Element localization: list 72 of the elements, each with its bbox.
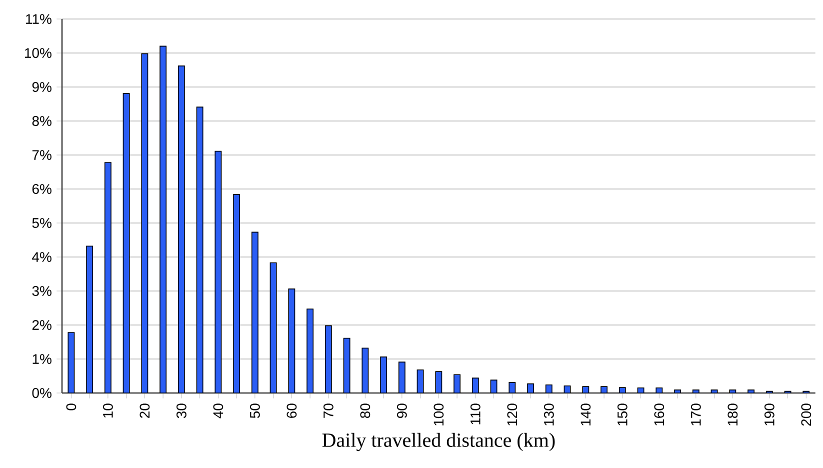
y-tick-label: 5% bbox=[32, 218, 52, 228]
y-tick-label: 1% bbox=[32, 354, 52, 364]
x-tick-label: 160 bbox=[654, 404, 664, 426]
bar bbox=[306, 308, 314, 393]
bar bbox=[324, 325, 332, 393]
bar bbox=[178, 66, 185, 393]
bar bbox=[637, 388, 644, 393]
x-tick-label: 40 bbox=[213, 404, 224, 418]
bar bbox=[86, 246, 94, 393]
bar bbox=[564, 385, 571, 393]
x-tick-label: 20 bbox=[140, 404, 150, 418]
bar bbox=[398, 362, 406, 393]
y-tick-label: 2% bbox=[32, 320, 52, 330]
y-tick-label: 10% bbox=[25, 48, 52, 58]
x-tick-label: 120 bbox=[507, 404, 518, 426]
x-tick-label: 50 bbox=[250, 404, 260, 418]
x-tick-label: 180 bbox=[728, 404, 738, 426]
bar bbox=[490, 380, 498, 393]
bar bbox=[748, 390, 754, 393]
y-tick-label: 7% bbox=[32, 150, 52, 160]
bar bbox=[472, 378, 479, 393]
bar bbox=[362, 348, 369, 393]
bar bbox=[160, 46, 167, 393]
x-tick-label: 190 bbox=[764, 404, 774, 426]
bar bbox=[600, 386, 608, 393]
y-tick-label: 11% bbox=[26, 14, 52, 24]
bar bbox=[104, 162, 112, 393]
bar bbox=[141, 53, 148, 393]
y-tick-label: 3% bbox=[32, 286, 52, 296]
bar bbox=[508, 382, 516, 393]
bar bbox=[288, 288, 296, 393]
bar bbox=[233, 194, 240, 393]
x-tick-label: 30 bbox=[176, 404, 186, 418]
bar bbox=[582, 386, 590, 393]
bar bbox=[545, 384, 552, 393]
bar bbox=[527, 383, 534, 393]
x-tick-label: 100 bbox=[434, 404, 444, 426]
x-tick-label: 110 bbox=[470, 404, 480, 424]
bar bbox=[270, 262, 277, 393]
bar bbox=[674, 390, 681, 393]
x-tick-label: 130 bbox=[544, 404, 554, 426]
bar bbox=[380, 356, 388, 393]
bar bbox=[618, 387, 626, 393]
x-tick-label: 200 bbox=[801, 404, 812, 426]
x-tick-label: 90 bbox=[396, 404, 407, 418]
y-tick-label: 9% bbox=[32, 82, 52, 92]
x-tick-label: 140 bbox=[580, 404, 591, 426]
x-axis-title: Daily travelled distance (km) bbox=[322, 432, 555, 452]
bar bbox=[416, 369, 424, 393]
y-tick-label: 0% bbox=[32, 388, 52, 398]
y-tick-label: 4% bbox=[32, 252, 52, 262]
bar bbox=[196, 106, 204, 393]
x-tick-label: 60 bbox=[286, 404, 297, 418]
x-tick-label: 170 bbox=[690, 404, 701, 426]
bar bbox=[692, 390, 700, 393]
y-tick-label: 6% bbox=[32, 184, 52, 194]
bar bbox=[729, 390, 736, 393]
bar bbox=[251, 232, 258, 393]
x-tick-label: 0 bbox=[66, 404, 76, 410]
bar bbox=[343, 338, 350, 393]
bar bbox=[68, 332, 75, 393]
x-tick-label: 10 bbox=[102, 404, 113, 418]
bar bbox=[710, 390, 718, 393]
bar bbox=[454, 374, 461, 393]
x-tick-label: 70 bbox=[323, 404, 334, 418]
bar bbox=[435, 371, 442, 393]
x-tick-label: 150 bbox=[617, 404, 628, 426]
bar bbox=[214, 150, 222, 393]
y-tick-label: 8% bbox=[32, 116, 52, 126]
bar bbox=[656, 388, 663, 393]
x-tick-label: 80 bbox=[360, 404, 370, 418]
bar bbox=[122, 93, 130, 393]
